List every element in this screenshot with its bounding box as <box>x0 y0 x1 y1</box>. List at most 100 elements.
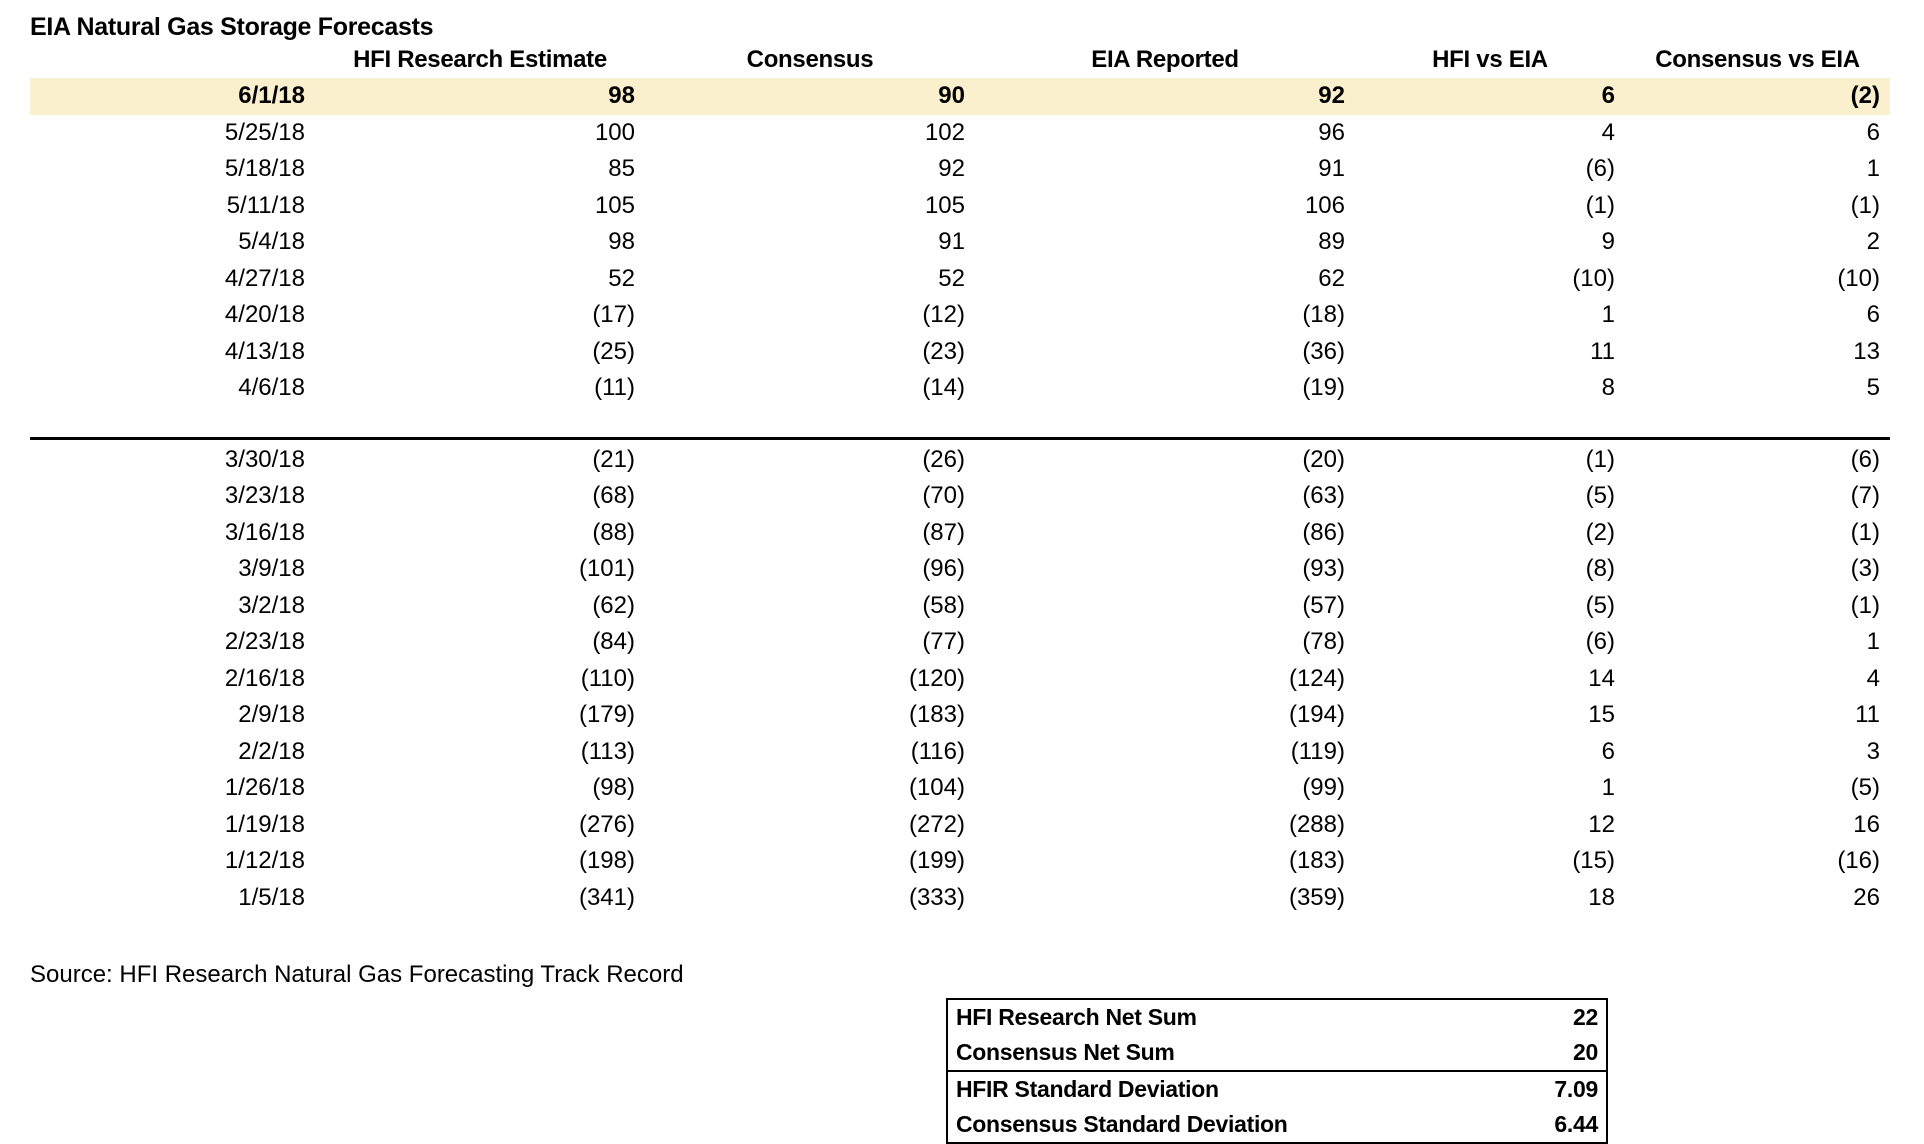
table-row: 3/16/18 (88) (87) (86) (2) (1) <box>30 515 1890 552</box>
table-cell: 14 <box>1588 664 1615 692</box>
table-cell: 89 <box>1318 228 1345 256</box>
table-cell: (36) <box>1302 337 1345 365</box>
table-cell: 105 <box>924 191 965 219</box>
table-row: 4/6/18 (11) (14) (19) 8 5 <box>30 370 1890 407</box>
table-cell: 2 <box>1866 228 1880 256</box>
table-cell: 16 <box>1853 810 1880 838</box>
table-cell: 1/19/18 <box>224 810 305 838</box>
table-cell: (359) <box>1288 883 1345 911</box>
table-cell: 2/23/18 <box>224 628 305 656</box>
table-row: 1/5/18 (341) (333) (359) 18 26 <box>30 880 1890 917</box>
table-cell: (1) <box>1850 591 1880 619</box>
table-cell: (5) <box>1850 774 1880 802</box>
table-cell: (10) <box>1572 264 1615 292</box>
table-cell: 5/4/18 <box>238 228 305 256</box>
table-cell: (93) <box>1302 555 1345 583</box>
table-cell: (119) <box>1290 737 1345 765</box>
table-cell: (77) <box>922 628 965 656</box>
table-cell: 105 <box>594 191 635 219</box>
table-cell: (70) <box>922 482 965 510</box>
table-cell: 1 <box>1866 155 1880 183</box>
table-cell: (1) <box>1585 445 1615 473</box>
summary-row: HFI Research Net Sum 22 <box>948 1000 1606 1035</box>
table-cell: (19) <box>1302 374 1345 402</box>
column-header: Consensus <box>746 46 874 73</box>
table-body: 6/1/18 98 90 92 6 (2) 5/25/18 100 102 96 4 6 5/18/18… <box>30 78 1890 916</box>
table-header-row: HFI Research Estimate Consensus EIA Report… <box>30 42 1890 78</box>
table-cell: 9 <box>1601 228 1615 256</box>
table-cell: (183) <box>908 701 965 729</box>
table-cell: (78) <box>1302 628 1345 656</box>
table-row: 3/23/18 (68) (70) (63) (5) (7) <box>30 478 1890 515</box>
table-cell: 5 <box>1866 374 1880 402</box>
table-cell: (2) <box>1585 518 1615 546</box>
table-cell: (84) <box>592 628 635 656</box>
table-cell: 1/12/18 <box>224 847 305 875</box>
table-row: 2/9/18 (179) (183) (194) 15 11 <box>30 697 1890 734</box>
table-cell: (6) <box>1585 155 1615 183</box>
table-cell: (110) <box>580 664 635 692</box>
summary-table: HFI Research Net Sum 22 Consensus Net Sum 2… <box>946 998 1608 1144</box>
table-row: 5/4/18 98 91 89 9 2 <box>30 224 1890 261</box>
table-cell: 4/27/18 <box>224 264 305 292</box>
table-cell: 5/11/18 <box>226 191 305 219</box>
table-cell: (62) <box>592 591 635 619</box>
table-cell: (194) <box>1288 701 1345 729</box>
table-row: 3/9/18 (101) (96) (93) (8) (3) <box>30 551 1890 588</box>
table-cell: 52 <box>608 264 635 292</box>
table-cell: 6 <box>1601 82 1615 110</box>
column-header: HFI vs EIA <box>1432 46 1548 73</box>
table-cell: 100 <box>594 118 635 146</box>
table-cell: (341) <box>578 883 635 911</box>
table-cell: 15 <box>1588 701 1615 729</box>
table-cell: (57) <box>1302 591 1345 619</box>
column-header: HFI Research Estimate <box>353 46 607 73</box>
table-cell: 98 <box>608 228 635 256</box>
table-cell: (96) <box>922 555 965 583</box>
table-cell: (6) <box>1585 628 1615 656</box>
page-title: EIA Natural Gas Storage Forecasts <box>30 13 434 41</box>
table-cell: (16) <box>1837 847 1880 875</box>
table-cell: (20) <box>1302 445 1345 473</box>
summary-row: HFIR Standard Deviation 7.09 <box>948 1072 1606 1107</box>
table-cell: 3/2/18 <box>238 591 305 619</box>
table-row: 2/2/18 (113) (116) (119) 6 3 <box>30 734 1890 771</box>
table-cell: (1) <box>1850 518 1880 546</box>
column-header: EIA Reported <box>1091 46 1239 73</box>
table-cell: (272) <box>908 810 965 838</box>
table-cell: 8 <box>1601 374 1615 402</box>
table-cell: (18) <box>1302 301 1345 329</box>
summary-label: Consensus Net Sum <box>956 1039 1175 1065</box>
table-cell: (7) <box>1850 482 1880 510</box>
table-cell: 6 <box>1601 737 1615 765</box>
table-cell: 106 <box>1304 191 1345 219</box>
table-row: 1/19/18 (276) (272) (288) 12 16 <box>30 807 1890 844</box>
table-cell: (15) <box>1572 847 1615 875</box>
table-cell: (104) <box>908 774 965 802</box>
table-cell: (86) <box>1302 518 1345 546</box>
table-cell: (87) <box>922 518 965 546</box>
section-gap <box>30 407 1890 437</box>
table-cell: (68) <box>592 482 635 510</box>
table-cell: 85 <box>608 155 635 183</box>
table-cell: 3/23/18 <box>224 482 305 510</box>
table-cell: 6 <box>1866 118 1880 146</box>
table-cell: 26 <box>1853 883 1880 911</box>
table-row: 1/12/18 (198) (199) (183) (15) (16) <box>30 843 1890 880</box>
table-cell: 2/2/18 <box>238 737 305 765</box>
table-cell: 96 <box>1318 118 1345 146</box>
table-row: 1/26/18 (98) (104) (99) 1 (5) <box>30 770 1890 807</box>
table-cell: 11 <box>1855 701 1880 729</box>
table-row: 3/30/18 (21) (26) (20) (1) (6) <box>30 442 1890 479</box>
table-cell: (10) <box>1837 264 1880 292</box>
table-cell: (17) <box>592 301 635 329</box>
summary-label: Consensus Standard Deviation <box>956 1111 1288 1137</box>
table-cell: 91 <box>938 228 965 256</box>
table-cell: 1/26/18 <box>224 774 305 802</box>
table-cell: 3 <box>1866 737 1880 765</box>
table-cell: (288) <box>1288 810 1345 838</box>
summary-row: Consensus Standard Deviation 6.44 <box>948 1107 1606 1142</box>
summary-value: 6.44 <box>1554 1111 1598 1137</box>
table-cell: (98) <box>592 774 635 802</box>
summary-label: HFI Research Net Sum <box>956 1004 1197 1030</box>
